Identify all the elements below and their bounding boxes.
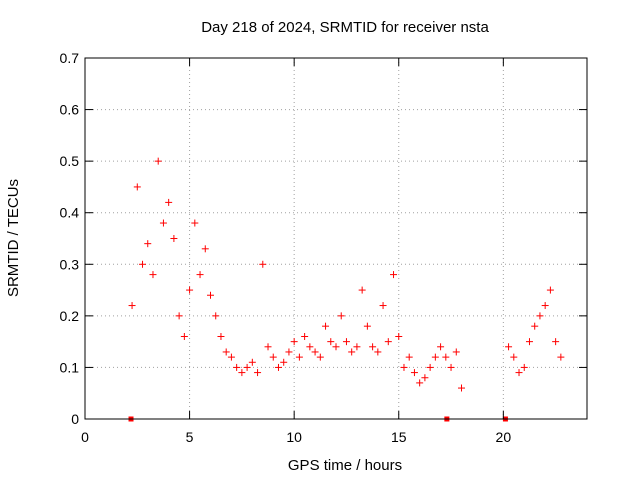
y-tick-label: 0.2 [60, 308, 80, 324]
data-point [149, 271, 157, 279]
data-points [128, 157, 565, 422]
data-point [431, 353, 439, 361]
data-point [227, 353, 235, 361]
y-axis-label: SRMTID / TECUs [5, 179, 22, 297]
y-tick-label: 0.3 [60, 256, 80, 272]
x-tick-label: 20 [496, 429, 512, 445]
data-point [452, 348, 460, 356]
data-point [531, 322, 539, 330]
data-point [259, 260, 267, 268]
data-point [217, 332, 225, 340]
y-tick-label: 0.7 [60, 50, 80, 66]
data-point [180, 332, 188, 340]
data-point [269, 353, 277, 361]
data-point [400, 363, 408, 371]
data-point [395, 332, 403, 340]
x-tick-label: 15 [391, 429, 407, 445]
data-point [201, 245, 209, 253]
data-point [410, 369, 418, 377]
y-tick-label: 0 [71, 411, 79, 427]
data-point [437, 343, 445, 351]
data-point [416, 379, 424, 387]
data-point [342, 338, 350, 346]
y-tick-label: 0.5 [60, 153, 80, 169]
data-point [285, 348, 293, 356]
data-point [238, 369, 246, 377]
x-axis-label: GPS time / hours [288, 457, 402, 474]
data-point [159, 219, 167, 227]
data-point [374, 348, 382, 356]
data-point [515, 369, 523, 377]
x-tick-label: 0 [81, 429, 89, 445]
data-point [421, 374, 429, 382]
data-point [311, 348, 319, 356]
data-point [233, 363, 241, 371]
data-point [290, 338, 298, 346]
data-point [301, 332, 309, 340]
data-point [133, 183, 141, 191]
data-point [358, 286, 366, 294]
y-tick-label: 0.1 [60, 359, 80, 375]
data-point [306, 343, 314, 351]
data-point [546, 286, 554, 294]
y-tick-label: 0.6 [60, 102, 80, 118]
x-tick-label: 10 [286, 429, 302, 445]
data-point [541, 302, 549, 310]
data-point [426, 363, 434, 371]
data-point [505, 343, 513, 351]
data-point [447, 363, 455, 371]
data-point [552, 338, 560, 346]
chart-title: Day 218 of 2024, SRMTID for receiver nst… [201, 19, 489, 36]
data-point [191, 219, 199, 227]
data-point [186, 286, 194, 294]
data-point [332, 343, 340, 351]
data-point [557, 353, 565, 361]
data-point [295, 353, 303, 361]
data-point [212, 312, 220, 320]
data-point [405, 353, 413, 361]
data-point [316, 353, 324, 361]
data-point [525, 338, 533, 346]
data-point [170, 235, 178, 242]
data-point [254, 369, 262, 377]
data-point [390, 271, 398, 279]
data-point [369, 343, 377, 351]
y-tick-label: 0.4 [60, 205, 80, 221]
data-point [510, 353, 518, 361]
data-point [280, 358, 288, 366]
data-point [154, 157, 162, 165]
data-point [128, 302, 136, 310]
data-point [144, 240, 152, 248]
data-point [322, 322, 330, 330]
data-point [207, 291, 214, 299]
data-point [520, 363, 528, 371]
data-point [353, 343, 361, 351]
data-point [243, 363, 251, 371]
data-point [327, 338, 335, 346]
x-tick-label: 5 [186, 429, 194, 445]
data-point [248, 358, 256, 366]
plot-frame [84, 57, 588, 420]
data-point [337, 312, 345, 320]
data-point [264, 343, 272, 351]
data-point [379, 302, 387, 310]
data-point [536, 312, 544, 320]
data-point [222, 348, 230, 356]
data-point [165, 198, 173, 206]
data-point [363, 322, 371, 330]
data-point [175, 312, 183, 320]
data-point [458, 384, 465, 392]
data-point [274, 363, 282, 371]
grid-lines [85, 58, 587, 419]
data-point [348, 348, 356, 356]
data-point [139, 260, 147, 268]
data-point [384, 338, 392, 346]
data-point [442, 353, 450, 361]
axis-ticks: 0 0.1 0.2 0.3 0.4 0.5 0.6 0.7 0 5 10 15 20 [60, 50, 587, 445]
data-point [196, 271, 204, 279]
